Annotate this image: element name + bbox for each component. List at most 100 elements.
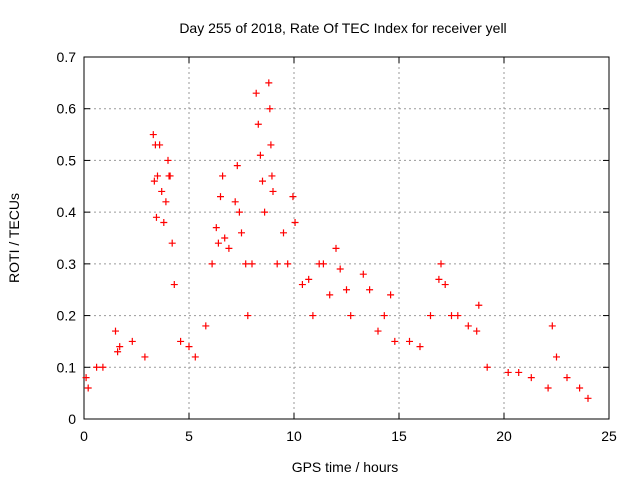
data-point <box>267 141 275 149</box>
data-point <box>116 343 124 351</box>
data-point <box>332 244 340 252</box>
data-point <box>156 141 164 149</box>
data-point <box>168 239 176 247</box>
data-point <box>152 213 160 221</box>
chart-title: Day 255 of 2018, Rate Of TEC Index for r… <box>179 20 506 36</box>
data-point <box>233 162 241 170</box>
data-point <box>584 394 592 402</box>
data-point <box>347 312 355 320</box>
data-point <box>141 353 149 361</box>
y-tick-label: 0.3 <box>57 256 77 272</box>
data-point <box>160 218 168 226</box>
data-point <box>441 281 449 289</box>
data-point <box>448 312 455 320</box>
data-point <box>177 337 185 345</box>
data-point <box>527 374 535 382</box>
data-point <box>374 327 382 335</box>
data-point <box>254 120 262 128</box>
data-point <box>269 187 277 195</box>
data-point <box>437 260 445 268</box>
data-point <box>128 337 136 345</box>
data-point <box>261 208 269 216</box>
data-point <box>99 363 107 371</box>
data-point <box>231 198 239 206</box>
data-point <box>162 198 170 206</box>
x-tick-label: 10 <box>286 428 302 444</box>
data-point <box>563 374 571 382</box>
data-point <box>576 384 584 392</box>
data-point <box>259 177 266 185</box>
data-point <box>93 363 101 371</box>
x-axis-label: GPS time / hours <box>292 459 399 475</box>
data-point <box>284 260 292 268</box>
data-point <box>154 172 161 180</box>
y-tick-label: 0.4 <box>57 204 77 220</box>
data-point <box>225 244 233 252</box>
data-point <box>343 286 350 294</box>
y-tick-label: 0.7 <box>57 49 77 65</box>
data-point <box>252 89 260 97</box>
data-point <box>82 374 90 382</box>
y-tick-label: 0.5 <box>57 152 77 168</box>
data-point <box>170 281 178 289</box>
data-point <box>380 312 388 320</box>
data-point <box>202 322 210 330</box>
data-point <box>464 322 472 330</box>
data-point <box>366 286 374 294</box>
grid-lines <box>84 57 609 419</box>
axis-ticks: 0 0.1 0.2 0.3 0.4 0.5 0.6 0.7 0 5 10 15 20 25 <box>57 49 617 444</box>
data-point <box>149 131 157 139</box>
data-point <box>256 151 264 159</box>
x-tick-label: 20 <box>496 428 512 444</box>
data-point <box>435 275 443 283</box>
data-point <box>473 327 481 335</box>
data-point <box>548 322 556 330</box>
data-point <box>214 239 222 247</box>
data-point <box>84 384 92 392</box>
data-point <box>191 353 199 361</box>
data-point <box>515 368 523 376</box>
data-point <box>391 337 399 345</box>
data-point <box>427 312 434 320</box>
data-point <box>544 384 552 392</box>
data-point <box>483 363 491 371</box>
data-point <box>305 275 313 283</box>
data-point <box>336 265 344 273</box>
data-point <box>112 327 119 335</box>
y-tick-label: 0.2 <box>57 308 77 324</box>
data-point <box>208 260 216 268</box>
y-tick-label: 0 <box>68 411 76 427</box>
data-point <box>309 312 317 320</box>
plot-frame <box>83 56 610 420</box>
data-point <box>242 260 250 268</box>
data-point <box>553 353 560 361</box>
data-point <box>291 218 299 226</box>
data-point <box>266 105 274 113</box>
data-point <box>416 343 424 351</box>
data-point <box>235 208 243 216</box>
x-tick-label: 25 <box>601 428 617 444</box>
data-point <box>238 229 245 237</box>
data-point <box>212 224 220 232</box>
y-tick-label: 0.6 <box>57 101 77 117</box>
data-point <box>158 187 166 195</box>
data-point <box>217 193 224 201</box>
x-tick-label: 5 <box>185 428 193 444</box>
data-point <box>150 177 158 185</box>
data-point <box>454 312 462 320</box>
data-point <box>114 348 122 356</box>
data-point <box>219 172 227 180</box>
data-point <box>280 229 287 237</box>
data-point <box>359 270 367 278</box>
data-points <box>82 79 592 402</box>
data-point <box>289 193 297 201</box>
data-point <box>185 343 193 351</box>
data-point <box>475 301 483 309</box>
data-point <box>164 156 172 164</box>
data-point <box>265 79 273 87</box>
data-point <box>244 312 252 320</box>
x-tick-label: 0 <box>80 428 88 444</box>
data-point <box>387 291 395 299</box>
y-axis-label: ROTI / TECUs <box>6 193 22 283</box>
